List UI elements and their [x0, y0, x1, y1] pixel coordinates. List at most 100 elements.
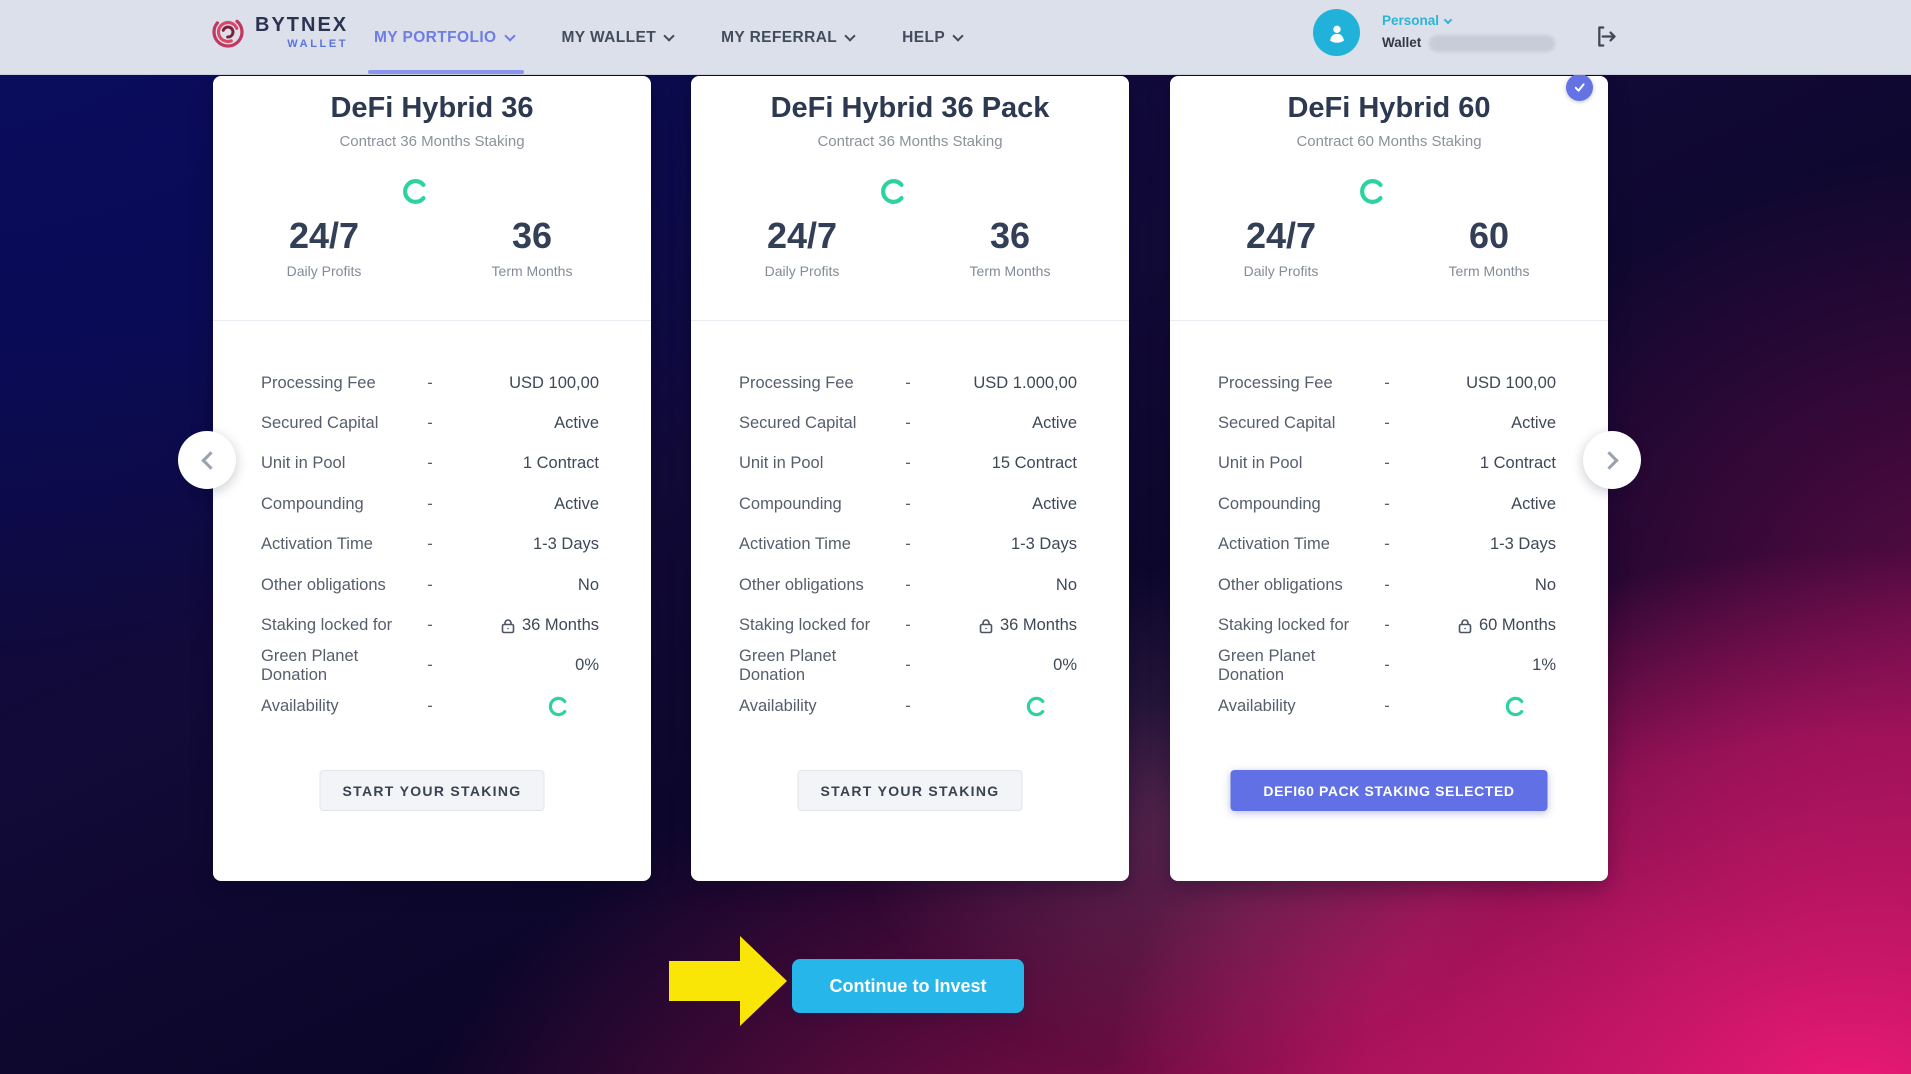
- feature-separator: -: [905, 616, 911, 635]
- stat-value: 36: [989, 215, 1031, 256]
- feature-label: Activation Time: [739, 535, 851, 554]
- feature-separator: -: [905, 454, 911, 473]
- feature-value: 1%: [1532, 656, 1556, 675]
- feature-label: Processing Fee: [1218, 373, 1333, 392]
- feature-value: 1-3 Days: [1010, 535, 1077, 554]
- lock-icon: [501, 618, 515, 633]
- nav-item-my-portfolio[interactable]: MY PORTFOLIO: [368, 0, 523, 75]
- feature-value: Active: [1511, 494, 1556, 513]
- feature-value: 36 Months: [920, 616, 1077, 635]
- brand-logo[interactable]: BYTNEX WALLET: [210, 14, 348, 51]
- carousel-prev-button[interactable]: [178, 431, 236, 489]
- feature-row: Secured Capital - Active: [261, 403, 599, 443]
- feature-separator: -: [427, 454, 433, 473]
- feature-separator: -: [905, 535, 911, 554]
- feature-row: Processing Fee - USD 100,00: [261, 363, 599, 403]
- feature-value: 60 Months: [1399, 616, 1556, 635]
- brand-subtitle: WALLET: [287, 38, 349, 50]
- feature-value: Active: [1511, 414, 1556, 433]
- feature-separator: -: [1384, 454, 1390, 473]
- feature-row: Other obligations - No: [261, 565, 599, 605]
- feature-label: Secured Capital: [1218, 414, 1336, 433]
- user-avatar[interactable]: [1313, 9, 1360, 56]
- feature-label: Compounding: [739, 494, 842, 513]
- plan-card-defi-hybrid-36: DeFi Hybrid 36 Contract 36 Months Stakin…: [213, 76, 651, 881]
- nav-item-help[interactable]: HELP: [902, 0, 964, 75]
- chevron-down-icon: [663, 29, 675, 42]
- nav-item-my-referral[interactable]: MY REFERRAL: [721, 0, 856, 75]
- feature-row: Activation Time - 1-3 Days: [739, 525, 1077, 565]
- feature-value: 0%: [575, 656, 599, 675]
- brand-name: BYTNEX: [255, 14, 349, 36]
- feature-value: No: [1534, 575, 1556, 594]
- chevron-down-icon: [952, 29, 964, 42]
- feature-list: Processing Fee - USD 100,00 Secured Capi…: [1218, 363, 1556, 727]
- lock-icon: [1458, 618, 1472, 633]
- feature-separator: -: [1384, 575, 1390, 594]
- feature-row: Green Planet Donation - 1%: [1218, 646, 1556, 686]
- start-staking-button[interactable]: START YOUR STAKING: [319, 770, 545, 811]
- plan-card-defi-hybrid-36-pack: DeFi Hybrid 36 Pack Contract 36 Months S…: [691, 76, 1129, 881]
- feature-value-text: 60 Months: [1478, 616, 1556, 635]
- feature-value: Active: [1032, 494, 1077, 513]
- feature-value: 1-3 Days: [532, 535, 599, 554]
- feature-row: Staking locked for - 36 Months: [261, 605, 599, 645]
- feature-separator: -: [905, 373, 911, 392]
- feature-row: Activation Time - 1-3 Days: [1218, 525, 1556, 565]
- user-icon: [1329, 25, 1344, 43]
- nav-item-my-wallet[interactable]: MY WALLET: [561, 0, 675, 75]
- plan-card-defi-hybrid-60: DeFi Hybrid 60 Contract 60 Months Stakin…: [1170, 74, 1608, 881]
- feature-row: Compounding - Active: [1218, 484, 1556, 524]
- nav-item-label: MY WALLET: [561, 28, 657, 46]
- feature-row: Availability -: [1218, 686, 1556, 726]
- logout-button[interactable]: [1588, 19, 1622, 53]
- selected-staking-button[interactable]: DEFI60 PACK STAKING SELECTED: [1230, 770, 1548, 811]
- stat-term-months: 36 Term Months: [925, 215, 1095, 280]
- account-type-row: Personal: [1382, 11, 1555, 31]
- loading-spinner-icon: [403, 179, 428, 204]
- availability-spinner-icon: [1505, 696, 1526, 717]
- chevron-down-icon: [1443, 15, 1453, 24]
- feature-value: 1 Contract: [522, 454, 599, 473]
- feature-row: Availability -: [261, 686, 599, 726]
- feature-label: Processing Fee: [261, 373, 376, 392]
- feature-label: Availability: [739, 696, 817, 715]
- feature-label: Other obligations: [1218, 575, 1343, 594]
- feature-label: Activation Time: [261, 535, 373, 554]
- feature-list: Processing Fee - USD 1.000,00 Secured Ca…: [739, 363, 1077, 727]
- stat-value: 60: [1468, 215, 1510, 256]
- feature-label: Secured Capital: [261, 414, 379, 433]
- feature-value-text: 36 Months: [521, 616, 599, 635]
- chevron-down-icon: [503, 29, 516, 42]
- loading-spinner-icon: [881, 179, 906, 204]
- wallet-address-redacted: [1429, 34, 1556, 52]
- feature-value: Active: [554, 414, 599, 433]
- stat-daily-profits: 24/7 Daily Profits: [1196, 216, 1366, 280]
- start-staking-button[interactable]: START YOUR STAKING: [797, 770, 1023, 811]
- top-navbar: BYTNEX WALLET MY PORTFOLIO MY WALLET MY …: [0, 0, 1911, 75]
- feature-row: Unit in Pool - 1 Contract: [1218, 444, 1556, 484]
- brand-text: BYTNEX WALLET: [255, 14, 348, 51]
- feature-separator: -: [427, 414, 433, 433]
- feature-label: Unit in Pool: [1218, 454, 1303, 473]
- feature-label: Secured Capital: [739, 414, 857, 433]
- continue-to-invest-button[interactable]: Continue to Invest: [792, 959, 1024, 1013]
- feature-label: Green Planet Donation: [739, 646, 837, 684]
- feature-row: Compounding - Active: [261, 484, 599, 524]
- stat-term-months: 36 Term Months: [447, 216, 617, 280]
- account-type: Personal: [1382, 13, 1440, 28]
- feature-value: Active: [1032, 414, 1077, 433]
- carousel-next-button[interactable]: [1583, 431, 1641, 489]
- stat-term-months: 60 Term Months: [1404, 215, 1574, 280]
- feature-separator: -: [1384, 535, 1390, 554]
- feature-separator: -: [427, 575, 433, 594]
- feature-label: Compounding: [1218, 494, 1321, 513]
- availability-spinner-icon: [548, 696, 569, 717]
- feature-value: 0%: [1053, 656, 1077, 675]
- feature-label: Processing Fee: [739, 373, 854, 392]
- feature-label: Availability: [1218, 696, 1296, 715]
- stat-label: Term Months: [1448, 263, 1530, 279]
- account-menu[interactable]: Personal Wallet: [1382, 11, 1556, 53]
- feature-separator: -: [1384, 616, 1390, 635]
- feature-label: Green Planet Donation: [1218, 646, 1316, 684]
